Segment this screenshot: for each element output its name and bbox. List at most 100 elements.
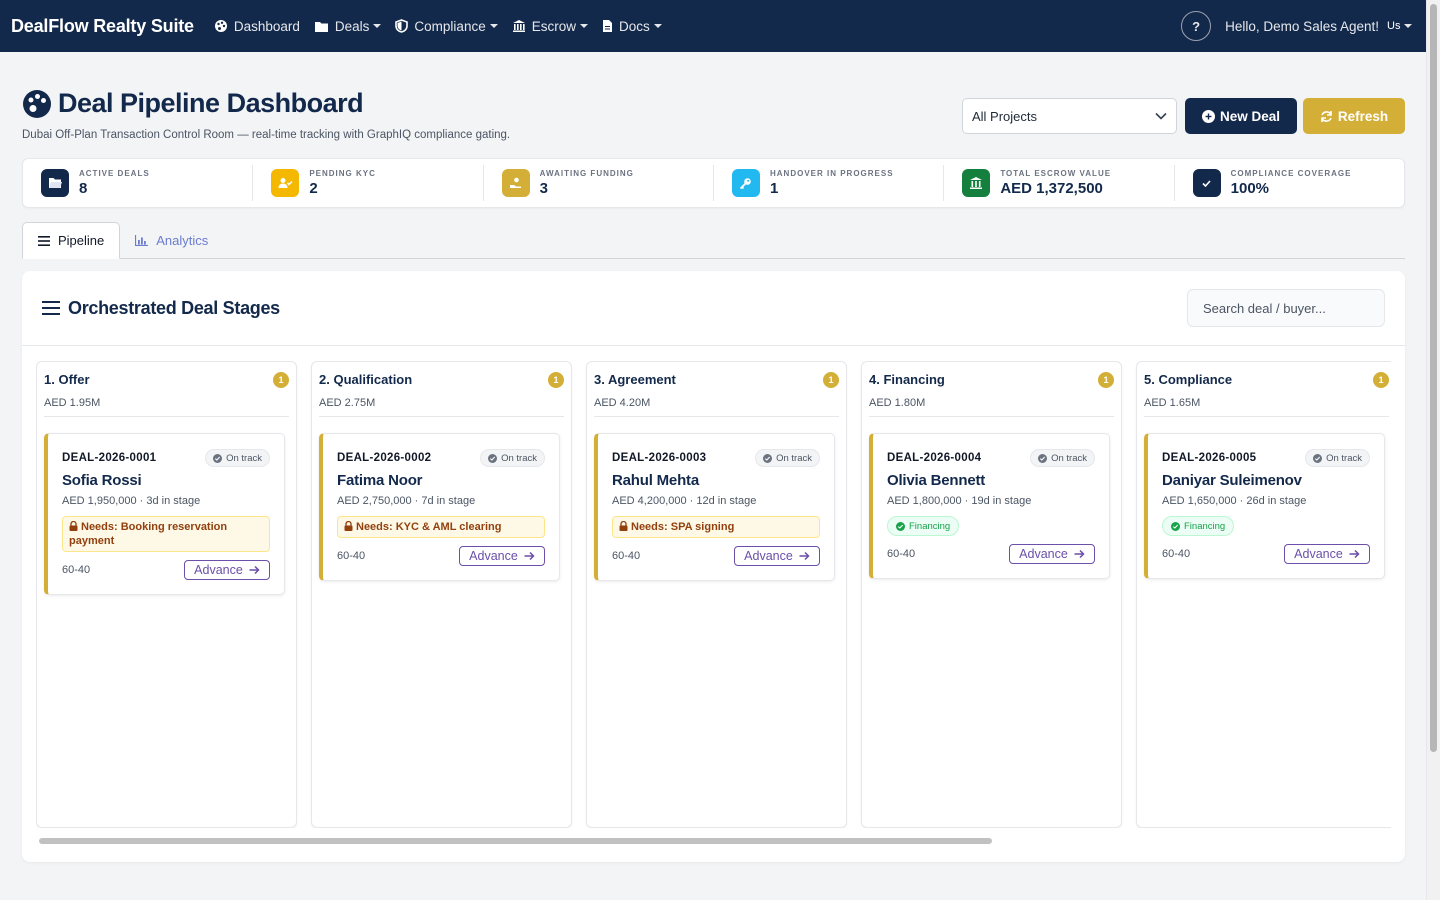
help-button[interactable]: ? [1181,11,1212,41]
user-greeting: Hello, Demo Sales Agent! [1225,18,1379,34]
financing-text: Financing [909,520,951,532]
stage-column-agreement: 3. Agreement AED 4.20M 1 DEAL-2026-0003 … [586,361,847,828]
deal-id: DEAL-2026-0005 [1162,452,1257,464]
needs-text: Needs: SPA signing [631,521,735,533]
status-badge: On track [1030,449,1095,467]
deal-card[interactable]: DEAL-2026-0004 On track Olivia Bennett A… [869,433,1110,579]
needs-alert: Needs: SPA signing [612,516,820,538]
advance-label: Advance [194,563,243,577]
deal-card[interactable]: DEAL-2026-0002 On track Fatima Noor AED … [319,433,560,581]
vertical-scrollbar[interactable] [1426,0,1440,900]
stage-name: 2. Qualification [319,372,413,387]
kpi-label: COMPLIANCE COVERAGE [1230,169,1352,178]
check-circle-icon [488,453,498,463]
stage-name: 4. Financing [869,372,945,387]
kpi-value: AED 1,372,500 [1000,180,1103,197]
refresh-label: Refresh [1337,108,1389,124]
advance-button[interactable]: Advance [184,560,270,580]
stage-name: 3. Agreement [594,372,676,387]
stage-total: AED 1.65M [1144,397,1201,409]
needs-alert: Needs: Booking reservation payment [62,516,270,552]
tab-analytics[interactable]: Analytics [120,222,223,259]
status-badge: On track [1305,449,1370,467]
refresh-icon [1321,110,1332,122]
advance-button[interactable]: Advance [1284,544,1370,564]
arrow-right-icon [1349,549,1360,559]
folder-open-icon [41,169,69,197]
kpi-label: HANDOVER IN PROGRESS [769,169,894,178]
nav-item-dashboard[interactable]: Dashboard [214,19,300,34]
nav-item-label: Escrow [531,18,576,34]
deal-id: DEAL-2026-0004 [887,452,982,464]
status-text: On track [1051,452,1087,464]
search-input[interactable]: Search deal / buyer... [1187,289,1385,327]
kpi-strip: ACTIVE DEALS 8 PENDING KYC 2 AWAITING FUND… [22,158,1405,208]
nav-item-docs[interactable]: Docs [602,19,662,34]
status-badge: On track [755,449,820,467]
kpi-pending-kyc: PENDING KYC 2 [253,165,484,201]
deal-card[interactable]: DEAL-2026-0003 On track Rahul Mehta AED … [594,433,835,581]
kpi-label: PENDING KYC [309,169,376,178]
user-check-icon [271,169,300,197]
board-title-text: Orchestrated Deal Stages [68,297,280,318]
top-navbar: DealFlow Realty Suite Dashboard Deals Co… [0,0,1426,52]
lock-icon [619,520,628,531]
brand-logo[interactable]: DealFlow Realty Suite [11,15,194,36]
advance-label: Advance [1294,547,1343,561]
deal-meta: AED 1,950,000 · 3d in stage [62,495,201,507]
buyer-name: Rahul Mehta [612,472,699,489]
kpi-value: 8 [79,180,88,197]
check-circle-icon [1171,521,1180,531]
project-filter-select[interactable]: All Projects [962,98,1177,134]
kpi-label: ACTIVE DEALS [79,169,150,178]
deal-card[interactable]: DEAL-2026-0005 On track Daniyar Suleimen… [1144,433,1385,579]
stage-name: 1. Offer [44,372,90,387]
kpi-handover: HANDOVER IN PROGRESS 1 [714,165,945,201]
check-circle-icon [763,453,773,463]
deal-id: DEAL-2026-0003 [612,452,707,464]
deal-meta: AED 2,750,000 · 7d in stage [337,495,476,507]
scrollbar-thumb[interactable] [39,838,992,844]
folder-icon [314,21,328,32]
arrow-right-icon [249,565,260,575]
new-deal-button[interactable]: New Deal [1185,98,1297,134]
tab-label: Analytics [156,233,209,248]
advance-button[interactable]: Advance [1009,544,1095,564]
nav-item-escrow[interactable]: Escrow [512,19,588,34]
advance-label: Advance [744,549,793,563]
project-filter-value: All Projects [972,108,1038,124]
deal-card[interactable]: DEAL-2026-0001 On track Sofia Rossi AED … [44,433,285,595]
arrow-right-icon [1074,549,1085,559]
stage-total: AED 1.95M [44,397,101,409]
scrollbar-thumb[interactable] [1430,4,1437,752]
stage-total: AED 2.75M [319,397,376,409]
arrow-right-icon [524,551,535,561]
new-deal-label: New Deal [1219,108,1281,124]
chevron-down-icon [1404,24,1413,28]
status-badge: On track [205,449,270,467]
advance-button[interactable]: Advance [734,546,820,566]
tab-pipeline[interactable]: Pipeline [22,222,121,259]
nav-item-compliance[interactable]: Compliance [395,19,498,34]
page-title-text: Deal Pipeline Dashboard [58,88,364,118]
kpi-value: 2 [309,180,318,197]
financing-badge: Financing [887,516,960,536]
advance-button[interactable]: Advance [459,546,545,566]
nav-item-deals[interactable]: Deals [314,19,382,34]
stage-column-offer: 1. Offer AED 1.95M 1 DEAL-2026-0001 On t… [36,361,297,828]
bank-icon [512,20,525,32]
key-icon [731,169,760,197]
lock-icon [69,520,78,531]
split-ratio: 60-40 [1162,548,1191,560]
nav-item-label: Docs [618,18,650,34]
kpi-value: 100% [1230,180,1270,197]
horizontal-scrollbar[interactable] [36,836,1391,846]
kpi-label: TOTAL ESCROW VALUE [1000,169,1112,178]
check-circle-icon [1313,453,1323,463]
arrow-right-icon [799,551,810,561]
check-circle-icon [896,521,905,531]
refresh-button[interactable]: Refresh [1303,98,1405,134]
financing-text: Financing [1184,520,1226,532]
user-avatar-menu[interactable]: Us [1387,20,1415,32]
list-icon [42,301,60,315]
